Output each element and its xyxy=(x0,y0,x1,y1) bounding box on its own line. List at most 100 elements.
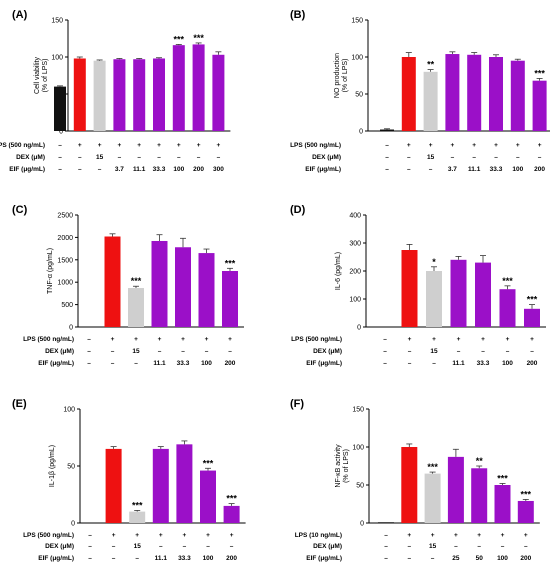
treatment-row-label: LPS (500 ng/mL) xyxy=(0,142,45,149)
bar xyxy=(104,236,121,327)
y-tick-label: 400 xyxy=(349,213,361,220)
bar xyxy=(192,44,205,131)
treatment-cell: – xyxy=(206,543,210,550)
treatment-cell: + xyxy=(506,336,510,343)
treatment-cell: 25 xyxy=(452,555,460,562)
treatment-cell: – xyxy=(383,336,387,343)
treatment-cell: – xyxy=(530,348,534,355)
treatment-row-label: LPS (500 ng/mL) xyxy=(290,142,341,149)
treatment-cell: + xyxy=(177,142,181,149)
treatment-cell: – xyxy=(407,555,411,562)
treatment-cell: – xyxy=(112,555,116,562)
treatment-row-label: DEX (μM) xyxy=(313,543,342,550)
treatment-cell: 33.3 xyxy=(490,166,503,173)
treatment-cell: – xyxy=(385,166,389,173)
treatment-cell: 33.3 xyxy=(153,166,166,173)
treatment-cell: – xyxy=(384,555,388,562)
y-tick-label: 1000 xyxy=(57,280,73,287)
treatment-cell: – xyxy=(385,154,389,161)
treatment-cell: 3.7 xyxy=(115,166,124,173)
treatment-cell: + xyxy=(230,532,234,539)
bar xyxy=(447,456,464,523)
treatment-cell: + xyxy=(429,142,433,149)
significance-marker: *** xyxy=(174,34,185,44)
treatment-cell: – xyxy=(501,543,505,550)
treatment-cell: – xyxy=(58,154,62,161)
treatment-cell: – xyxy=(159,543,163,550)
y-axis-label: IL-6 (pg/mL) xyxy=(335,252,342,290)
y-tick-label: 100 xyxy=(351,55,363,62)
treatment-cell: – xyxy=(451,154,455,161)
bar xyxy=(524,308,540,327)
significance-marker: *** xyxy=(226,494,237,504)
treatment-cell: – xyxy=(88,543,92,550)
y-tick-label: 0 xyxy=(69,325,73,332)
treatment-cell: + xyxy=(137,142,141,149)
treatment-cell: + xyxy=(431,532,435,539)
treatment-cell: 200 xyxy=(527,360,538,367)
treatment-cell: 100 xyxy=(512,166,523,173)
y-tick-label: 0 xyxy=(359,129,363,136)
treatment-cell: – xyxy=(137,154,141,161)
treatment-cell: – xyxy=(78,154,82,161)
bar xyxy=(105,448,122,523)
y-tick-label: 0 xyxy=(360,521,364,528)
y-tick-label: 300 xyxy=(349,241,361,248)
treatment-cell: – xyxy=(134,360,138,367)
treatment-cell: – xyxy=(384,532,388,539)
bar xyxy=(200,470,216,523)
treatment-row-label: EIF (μg/mL) xyxy=(9,166,45,173)
significance-marker: *** xyxy=(132,500,143,510)
treatment-cell: 11.1 xyxy=(133,166,146,173)
treatment-cell: 200 xyxy=(520,555,531,562)
treatment-row-label: EIF (μg/mL) xyxy=(38,555,74,562)
y-tick-label: 200 xyxy=(349,269,361,276)
treatment-cell: – xyxy=(454,543,458,550)
significance-marker: * xyxy=(432,257,436,267)
treatment-cell: – xyxy=(87,360,91,367)
treatment-row-label: LPS (10 ng/mL) xyxy=(295,532,342,539)
y-tick-label: 150 xyxy=(352,407,364,414)
panel-label: (B) xyxy=(290,9,306,21)
bar xyxy=(113,59,126,131)
y-tick-label: 0 xyxy=(71,521,75,528)
treatment-cell: 33.3 xyxy=(177,360,190,367)
bar xyxy=(222,271,238,327)
significance-marker: *** xyxy=(497,473,508,483)
y-tick-label: 2000 xyxy=(57,235,73,242)
bar xyxy=(153,58,165,132)
y-tick-label: 0 xyxy=(59,129,63,136)
treatment-cell: – xyxy=(197,154,201,161)
bar xyxy=(499,289,516,327)
treatment-row-label: DEX (μM) xyxy=(16,154,45,161)
treatment-cell: – xyxy=(87,336,91,343)
treatment-row-label: EIF (μg/mL) xyxy=(306,555,342,562)
treatment-cell: – xyxy=(112,543,116,550)
treatment-cell: + xyxy=(206,532,210,539)
treatment-cell: – xyxy=(58,142,62,149)
treatment-cell: – xyxy=(481,348,485,355)
significance-marker: *** xyxy=(131,276,142,286)
y-tick-label: 100 xyxy=(349,297,361,304)
treatment-cell: 3.7 xyxy=(448,166,457,173)
y-axis-label: TNF-α (pg/mL) xyxy=(47,248,54,294)
treatment-row-label: DEX (μM) xyxy=(313,348,342,355)
significance-marker: *** xyxy=(521,489,532,499)
bar xyxy=(176,444,193,523)
treatment-cell: – xyxy=(408,360,412,367)
treatment-cell: + xyxy=(451,142,455,149)
treatment-row-label: EIF (μg/mL) xyxy=(305,166,341,173)
treatment-cell: 11.1 xyxy=(153,360,166,367)
treatment-cell: + xyxy=(407,142,411,149)
treatment-cell: + xyxy=(111,336,115,343)
bar xyxy=(151,240,168,327)
bar xyxy=(54,86,66,131)
significance-marker: *** xyxy=(527,295,538,305)
treatment-cell: – xyxy=(516,154,520,161)
bar xyxy=(93,60,106,132)
treatment-cell: + xyxy=(432,336,436,343)
y-axis-label: NF-κB activity(% of LPS) xyxy=(335,444,350,488)
